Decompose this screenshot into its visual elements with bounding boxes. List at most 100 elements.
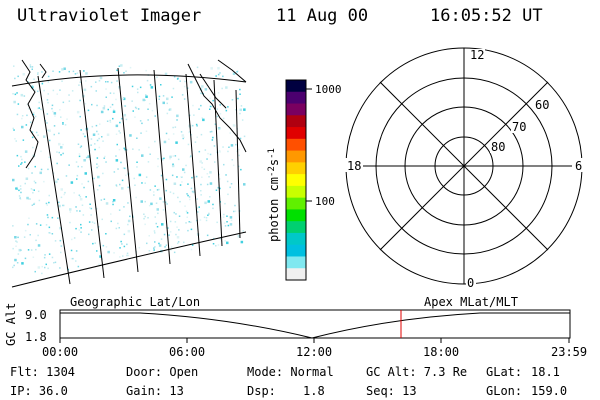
emission-dot bbox=[120, 64, 123, 67]
emission-dot bbox=[55, 180, 58, 184]
emission-dot bbox=[186, 212, 189, 214]
emission-dot bbox=[97, 175, 100, 179]
emission-dot bbox=[47, 129, 49, 131]
emission-dot bbox=[198, 108, 200, 110]
emission-dot bbox=[166, 102, 168, 105]
emission-dot bbox=[59, 267, 61, 269]
colorbar-band bbox=[286, 209, 306, 222]
emission-dot bbox=[154, 185, 156, 187]
emission-dot bbox=[239, 88, 241, 91]
emission-dot bbox=[95, 90, 97, 92]
footer-door: Door: Open bbox=[126, 365, 199, 379]
emission-dot bbox=[52, 89, 55, 92]
emission-dot bbox=[225, 174, 227, 176]
emission-dot bbox=[90, 207, 93, 210]
emission-dot bbox=[205, 219, 208, 222]
emission-dot bbox=[204, 88, 208, 91]
emission-dot bbox=[71, 238, 73, 241]
emission-dot bbox=[118, 71, 120, 74]
emission-dot bbox=[177, 241, 180, 243]
emission-dot bbox=[219, 151, 221, 153]
mlat-label-80: 80 bbox=[491, 140, 505, 154]
emission-dot bbox=[217, 92, 220, 94]
footer-dsp-label: Dsp: bbox=[247, 384, 276, 398]
emission-dot bbox=[212, 207, 214, 210]
emission-dot bbox=[40, 150, 42, 153]
emission-dot bbox=[212, 136, 214, 139]
emission-dot bbox=[81, 204, 84, 206]
emission-dot bbox=[31, 172, 33, 174]
emission-dot bbox=[219, 72, 221, 74]
emission-dot bbox=[97, 133, 100, 135]
emission-dot bbox=[191, 190, 194, 193]
emission-dot bbox=[185, 222, 187, 224]
emission-dot bbox=[27, 223, 29, 226]
emission-dot bbox=[200, 190, 202, 192]
emission-dot bbox=[210, 67, 213, 70]
emission-dot bbox=[93, 222, 96, 224]
emission-dot bbox=[198, 206, 200, 208]
emission-dot bbox=[156, 189, 159, 191]
emission-dot bbox=[219, 237, 222, 240]
emission-dot bbox=[232, 164, 235, 167]
emission-dot bbox=[106, 120, 109, 122]
emission-dot bbox=[15, 188, 17, 190]
emission-dot bbox=[196, 136, 198, 138]
emission-dot bbox=[35, 131, 38, 134]
emission-dot bbox=[225, 107, 227, 110]
emission-dot bbox=[116, 80, 118, 82]
emission-dot bbox=[240, 240, 244, 244]
emission-dot bbox=[216, 221, 218, 224]
emission-dot bbox=[22, 73, 25, 76]
emission-dot bbox=[45, 263, 47, 266]
emission-dot bbox=[126, 243, 128, 246]
emission-dot bbox=[208, 176, 210, 178]
emission-dot bbox=[34, 270, 36, 273]
alt-xtick-1800: 18:00 bbox=[423, 345, 459, 359]
emission-dot bbox=[118, 148, 121, 151]
emission-dot bbox=[190, 248, 193, 251]
emission-dot bbox=[76, 72, 79, 74]
emission-dot bbox=[134, 184, 136, 186]
emission-dot bbox=[20, 163, 22, 165]
emission-dot bbox=[243, 183, 246, 186]
footer-mode: Mode: Normal bbox=[247, 365, 334, 379]
emission-dot bbox=[34, 89, 36, 91]
emission-dot bbox=[98, 263, 100, 266]
emission-dot bbox=[18, 165, 20, 167]
emission-dot bbox=[75, 227, 77, 230]
emission-dot bbox=[21, 115, 24, 117]
polar-mlat-mlt-plot bbox=[345, 47, 583, 285]
emission-dot bbox=[167, 227, 169, 229]
emission-dot bbox=[51, 104, 54, 107]
emission-dot bbox=[134, 106, 137, 109]
emission-dot bbox=[156, 226, 159, 228]
footer-seq: Seq: 13 bbox=[366, 384, 417, 398]
emission-dot bbox=[113, 92, 115, 95]
emission-dot bbox=[196, 125, 198, 127]
emission-dot bbox=[45, 202, 48, 205]
emission-dot bbox=[111, 103, 114, 106]
emission-dot bbox=[80, 227, 82, 229]
emission-dot bbox=[176, 226, 178, 228]
emission-dot bbox=[68, 70, 70, 73]
emission-dot bbox=[112, 110, 116, 113]
emission-dot bbox=[186, 216, 188, 218]
emission-dot bbox=[47, 81, 50, 83]
emission-dot bbox=[62, 122, 64, 124]
emission-dot bbox=[181, 181, 183, 183]
emission-dot bbox=[90, 214, 92, 216]
emission-dot bbox=[68, 100, 71, 102]
emission-dot bbox=[162, 201, 165, 203]
emission-dot bbox=[94, 148, 96, 151]
emission-dot bbox=[124, 148, 126, 151]
emission-dot bbox=[176, 176, 178, 178]
emission-dot bbox=[159, 197, 162, 200]
emission-dot bbox=[68, 164, 70, 166]
emission-dot bbox=[91, 125, 94, 128]
emission-dot bbox=[45, 224, 48, 226]
mlt-label-18: 18 bbox=[347, 159, 361, 173]
emission-dot bbox=[144, 99, 146, 101]
alt-ytick-9: 9.0 bbox=[25, 308, 47, 322]
emission-dot bbox=[136, 137, 138, 139]
